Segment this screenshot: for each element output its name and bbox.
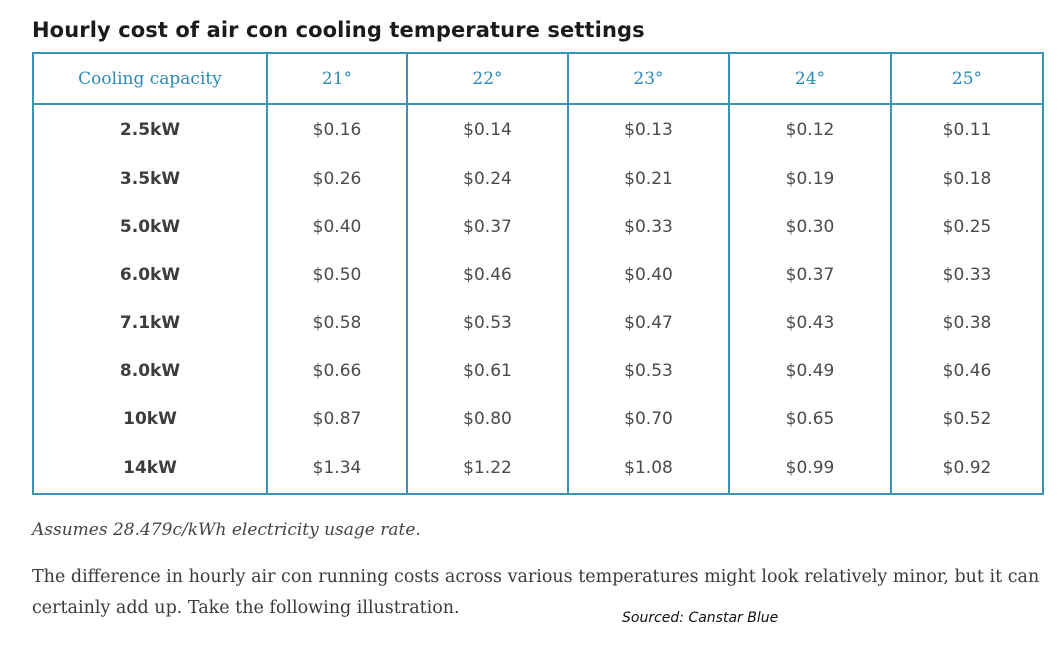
cost-cell: $0.37: [406, 203, 569, 251]
assumption-note: Assumes 28.479c/kWh electricity usage ra…: [32, 520, 421, 540]
cost-cell: $0.80: [406, 395, 569, 443]
table-row: 2.5kW $0.16 $0.14 $0.13 $0.12 $0.11: [32, 104, 1044, 155]
cost-cell: $0.49: [728, 347, 892, 395]
cost-cell: $0.25: [890, 203, 1044, 251]
cost-cell: $0.40: [567, 251, 730, 299]
cost-cell: $0.16: [266, 104, 408, 155]
cost-cell: $0.87: [266, 395, 408, 443]
capacity-cell: 6.0kW: [32, 251, 268, 299]
cost-cell: $0.11: [890, 104, 1044, 155]
cost-cell: $0.33: [567, 203, 730, 251]
cost-cell: $0.30: [728, 203, 892, 251]
capacity-cell: 14kW: [32, 443, 268, 494]
cost-cell: $0.38: [890, 299, 1044, 347]
table-row: 14kW $1.34 $1.22 $1.08 $0.99 $0.92: [32, 443, 1044, 494]
cost-cell: $1.08: [567, 443, 730, 494]
column-header-capacity: Cooling capacity: [32, 53, 268, 105]
cost-cell: $0.12: [728, 104, 892, 155]
table-row: 5.0kW $0.40 $0.37 $0.33 $0.30 $0.25: [32, 203, 1044, 251]
cost-cell: $1.22: [406, 443, 569, 494]
column-header-25: 25°: [890, 53, 1044, 105]
table-header-row: Cooling capacity 21° 22° 23° 24° 25°: [32, 53, 1044, 105]
cost-cell: $0.52: [890, 395, 1044, 443]
cost-cell: $0.40: [266, 203, 408, 251]
table-row: 8.0kW $0.66 $0.61 $0.53 $0.49 $0.46: [32, 347, 1044, 395]
cost-cell: $0.53: [567, 347, 730, 395]
capacity-cell: 2.5kW: [32, 104, 268, 155]
cost-cell: $0.47: [567, 299, 730, 347]
capacity-cell: 3.5kW: [32, 155, 268, 203]
cost-cell: $0.65: [728, 395, 892, 443]
cost-cell: $0.18: [890, 155, 1044, 203]
cost-cell: $0.19: [728, 155, 892, 203]
body-paragraph: The difference in hourly air con running…: [32, 567, 1040, 618]
cost-cell: $0.61: [406, 347, 569, 395]
cost-cell: $0.21: [567, 155, 730, 203]
capacity-cell: 10kW: [32, 395, 268, 443]
table-row: 7.1kW $0.58 $0.53 $0.47 $0.43 $0.38: [32, 299, 1044, 347]
cost-cell: $0.92: [890, 443, 1044, 494]
cost-table: Cooling capacity 21° 22° 23° 24° 25° 2.5…: [32, 52, 1044, 495]
cost-cell: $0.66: [266, 347, 408, 395]
cost-cell: $0.58: [266, 299, 408, 347]
cost-cell: $0.13: [567, 104, 730, 155]
cost-cell: $0.26: [266, 155, 408, 203]
capacity-cell: 5.0kW: [32, 203, 268, 251]
cost-cell: $0.43: [728, 299, 892, 347]
table-row: 10kW $0.87 $0.80 $0.70 $0.65 $0.52: [32, 395, 1044, 443]
capacity-cell: 8.0kW: [32, 347, 268, 395]
capacity-cell: 7.1kW: [32, 299, 268, 347]
cost-cell: $0.33: [890, 251, 1044, 299]
table-row: 6.0kW $0.50 $0.46 $0.40 $0.37 $0.33: [32, 251, 1044, 299]
cost-cell: $0.70: [567, 395, 730, 443]
cost-cell: $0.50: [266, 251, 408, 299]
column-header-22: 22°: [406, 53, 569, 105]
cost-cell: $0.37: [728, 251, 892, 299]
cost-cell: $0.24: [406, 155, 569, 203]
column-header-23: 23°: [567, 53, 730, 105]
column-header-24: 24°: [728, 53, 892, 105]
cost-cell: $1.34: [266, 443, 408, 494]
cost-cell: $0.46: [890, 347, 1044, 395]
cost-cell: $0.46: [406, 251, 569, 299]
cost-cell: $0.53: [406, 299, 569, 347]
page-title: Hourly cost of air con cooling temperatu…: [32, 18, 645, 42]
cost-cell: $0.99: [728, 443, 892, 494]
column-header-21: 21°: [266, 53, 408, 105]
cost-cell: $0.14: [406, 104, 569, 155]
table-row: 3.5kW $0.26 $0.24 $0.21 $0.19 $0.18: [32, 155, 1044, 203]
source-credit: Sourced: Canstar Blue: [622, 610, 779, 626]
